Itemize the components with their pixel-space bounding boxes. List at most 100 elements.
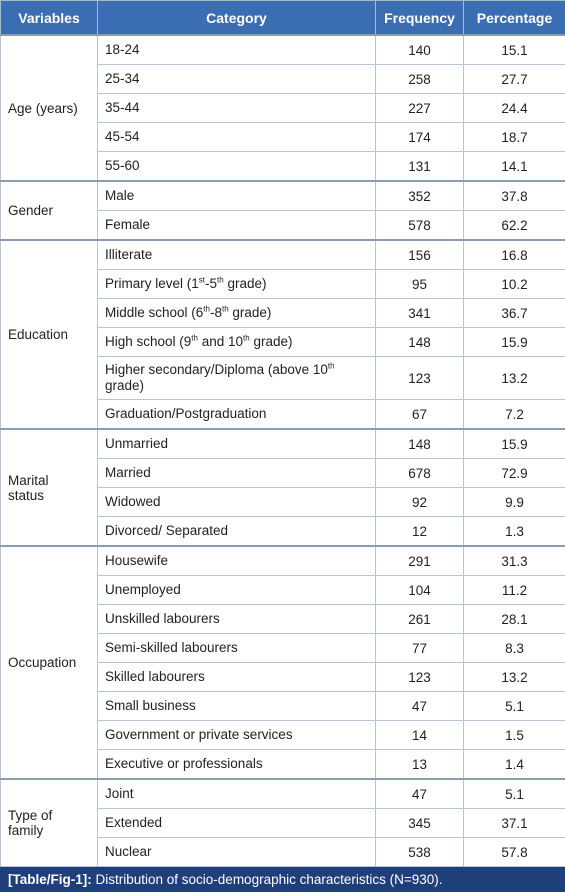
row: Widowed 92 9.9	[1, 487, 565, 517]
category-label: Illiterate	[105, 247, 340, 263]
category-text: High school (9	[105, 334, 192, 349]
frequency-cell: 258	[375, 64, 464, 94]
percentage-cell: 5.1	[463, 691, 565, 721]
variable-cell: Type of family	[0, 778, 98, 867]
row: Age (years) 18-24 140 15.1	[0, 34, 565, 182]
group: Occupation Housewife 291 31.3 Unemployed 104 1…	[0, 545, 565, 780]
percentage-cell: 14.1	[463, 151, 565, 182]
row: 45-54 174 18.7	[1, 122, 565, 152]
percentage-cell: 10.2	[463, 269, 565, 299]
category-label: High school (9th and 10th grade)	[105, 334, 340, 350]
category-label: Married	[105, 465, 340, 481]
category-text: Divorced/ Separated	[105, 523, 229, 538]
category-text: -8	[209, 305, 222, 320]
category-text: 25-34	[105, 71, 140, 86]
variable-cell: Marital status	[0, 428, 98, 547]
percentage-cell: 18.7	[463, 122, 565, 152]
column-header: Percentage	[463, 0, 565, 36]
category-label: Middle school (6th-8th grade)	[105, 305, 340, 321]
category-label: Housewife	[105, 553, 340, 569]
percentage-cell: 15.9	[463, 428, 565, 459]
percentage-cell: 1.4	[463, 749, 565, 780]
superscript: th	[217, 275, 224, 285]
frequency-cell: 678	[375, 458, 464, 488]
group: Type of family Joint 47 5.1 Extended 345 37.1 N…	[0, 778, 565, 867]
percentage-cell: 72.9	[463, 458, 565, 488]
category-cell: Executive or professionals	[97, 749, 376, 780]
percentage-cell: 15.9	[463, 327, 565, 357]
row: Type of family Joint 47 5.1	[0, 778, 565, 867]
frequency-cell: 131	[375, 151, 464, 182]
percentage-cell: 15.1	[463, 34, 565, 65]
category-text: Executive or professionals	[105, 756, 263, 771]
percentage-cell: 28.1	[463, 604, 565, 634]
category-cell: Married	[97, 458, 376, 488]
row: Occupation Housewife 291 31.3	[0, 545, 565, 780]
category-label: 35-44	[105, 100, 340, 116]
category-label: Graduation/Postgraduation	[105, 406, 340, 422]
variable-label: Occupation	[8, 655, 77, 670]
category-label: Widowed	[105, 494, 340, 510]
category-cell: Middle school (6th-8th grade)	[97, 298, 376, 328]
category-label: Skilled labourers	[105, 669, 340, 685]
row: Executive or professionals 13 1.4	[1, 749, 565, 780]
variable-label: Type of family	[8, 808, 53, 838]
category-label: Extended	[105, 815, 340, 831]
column-header: Frequency	[375, 0, 464, 36]
percentage-cell: 37.8	[463, 180, 565, 211]
superscript: st	[198, 275, 206, 285]
category-text: 55-60	[105, 158, 140, 173]
percentage-cell: 57.8	[463, 837, 565, 867]
category-cell: Joint	[97, 778, 376, 809]
frequency-cell: 67	[375, 399, 464, 430]
category-label: 55-60	[105, 158, 340, 174]
category-text: Nuclear	[105, 844, 152, 859]
category-cell: Nuclear	[97, 837, 376, 867]
category-text: Skilled labourers	[105, 669, 205, 684]
variable-cell: Age (years)	[0, 34, 98, 182]
category-label: Unskilled labourers	[105, 611, 340, 627]
row: Middle school (6th-8th grade) 341 36.7	[1, 298, 565, 328]
category-cell: High school (9th and 10th grade)	[97, 327, 376, 357]
category-text: Graduation/Postgraduation	[105, 406, 267, 421]
percentage-cell: 36.7	[463, 298, 565, 328]
frequency-cell: 77	[375, 633, 464, 663]
category-text: Middle school (6	[105, 305, 204, 320]
row: Government or private services 14 1.5	[1, 720, 565, 750]
row: Unemployed 104 11.2	[1, 575, 565, 605]
category-text: Extended	[105, 815, 163, 830]
percentage-cell: 1.5	[463, 720, 565, 750]
caption-label: [Table/Fig-1]:	[8, 872, 92, 887]
frequency-cell: 291	[375, 545, 464, 576]
category-text: 18-24	[105, 42, 140, 57]
superscript: th	[327, 361, 335, 371]
row: Married 678 72.9	[1, 458, 565, 488]
frequency-cell: 174	[375, 122, 464, 152]
category-label: Primary level (1st-5th grade)	[105, 276, 340, 292]
category-cell: Extended	[97, 808, 376, 838]
category-cell: 45-54	[97, 122, 376, 152]
variable-cell: Gender	[0, 180, 98, 241]
category-label: Executive or professionals	[105, 756, 340, 772]
category-text: Higher secondary/Diploma (above 10	[105, 362, 328, 377]
category-cell: Female	[97, 210, 376, 241]
percentage-cell: 7.2	[463, 399, 565, 430]
category-text: Married	[105, 465, 151, 480]
frequency-cell: 227	[375, 93, 464, 123]
percentage-cell: 31.3	[463, 545, 565, 576]
category-label: Joint	[105, 786, 340, 802]
frequency-cell: 47	[375, 691, 464, 721]
row: Gender Male 352 37.8	[0, 180, 565, 241]
category-text: Joint	[105, 786, 134, 801]
caption: [Table/Fig-1]: Distribution of socio-dem…	[0, 867, 565, 892]
row: Small business 47 5.1	[1, 691, 565, 721]
frequency-cell: 123	[375, 356, 464, 400]
percentage-cell: 13.2	[463, 662, 565, 692]
row: Skilled labourers 123 13.2	[1, 662, 565, 692]
frequency-cell: 47	[375, 778, 464, 809]
category-label: Female	[105, 217, 340, 233]
category-text: 35-44	[105, 100, 140, 115]
category-label: 25-34	[105, 71, 340, 87]
row: Semi-skilled labourers 77 8.3	[1, 633, 565, 663]
